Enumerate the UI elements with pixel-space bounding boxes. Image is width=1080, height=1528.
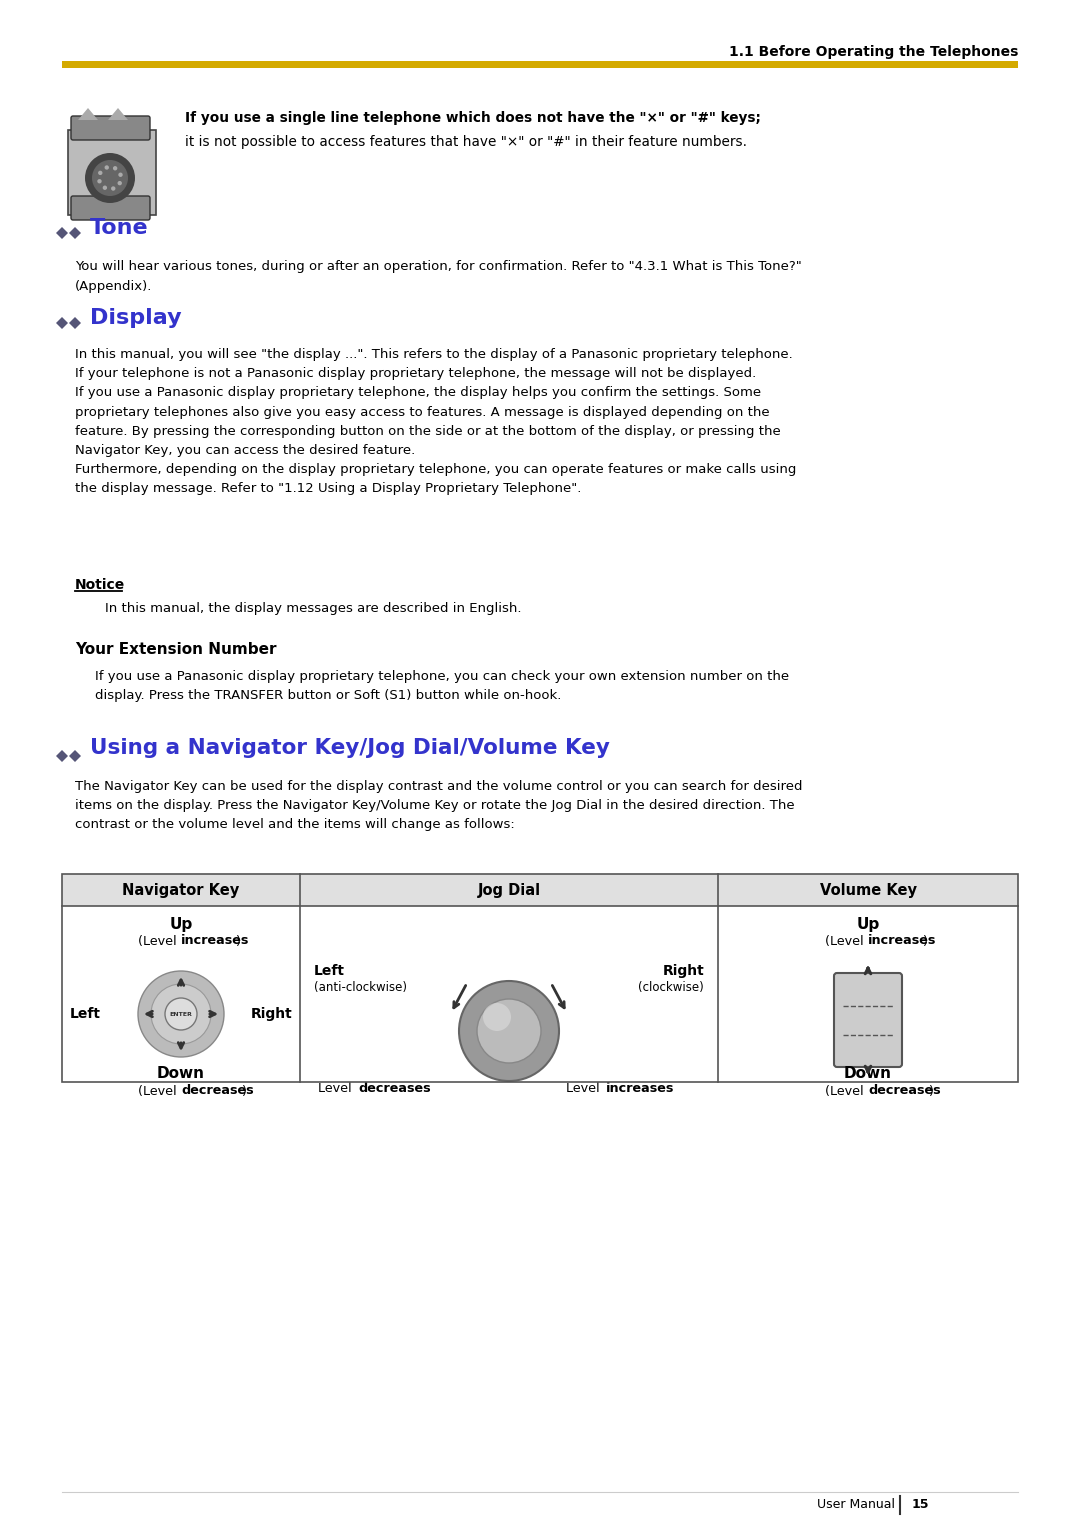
- Polygon shape: [56, 750, 68, 762]
- Text: In this manual, you will see "the display ...". This refers to the display of a : In this manual, you will see "the displa…: [75, 348, 796, 495]
- Circle shape: [483, 1002, 511, 1031]
- Text: If you use a single line telephone which does not have the "×" or "#" keys;: If you use a single line telephone which…: [185, 112, 761, 125]
- Text: Display: Display: [90, 309, 181, 329]
- Text: ): ): [928, 1085, 933, 1097]
- Text: Left: Left: [314, 964, 345, 978]
- Circle shape: [118, 180, 122, 185]
- Text: Right: Right: [251, 1007, 292, 1021]
- Text: Your Extension Number: Your Extension Number: [75, 642, 276, 657]
- Circle shape: [105, 165, 109, 170]
- Bar: [62, 874, 1018, 1082]
- Polygon shape: [108, 108, 129, 121]
- Text: Right: Right: [662, 964, 704, 978]
- Text: Navigator Key: Navigator Key: [122, 883, 240, 897]
- Text: In this manual, the display messages are described in English.: In this manual, the display messages are…: [105, 602, 522, 614]
- Text: Notice: Notice: [75, 578, 125, 591]
- Circle shape: [92, 160, 129, 196]
- Text: increases: increases: [181, 935, 249, 947]
- Text: decreases: decreases: [181, 1085, 254, 1097]
- Circle shape: [85, 153, 135, 203]
- Circle shape: [165, 998, 197, 1030]
- Bar: [68, 130, 156, 215]
- Text: (Appendix).: (Appendix).: [75, 280, 152, 293]
- Text: User Manual: User Manual: [816, 1497, 895, 1511]
- Text: You will hear various tones, during or after an operation, for confirmation. Ref: You will hear various tones, during or a…: [75, 260, 801, 274]
- Polygon shape: [56, 316, 68, 329]
- Text: Jog Dial: Jog Dial: [477, 883, 541, 897]
- Text: 1.1 Before Operating the Telephones: 1.1 Before Operating the Telephones: [729, 44, 1018, 60]
- Text: Level: Level: [566, 1082, 604, 1096]
- Circle shape: [98, 171, 103, 176]
- Bar: [62, 61, 1018, 69]
- Bar: [62, 874, 1018, 906]
- FancyBboxPatch shape: [834, 973, 902, 1067]
- Text: Using a Navigator Key/Jog Dial/Volume Key: Using a Navigator Key/Jog Dial/Volume Ke…: [90, 738, 610, 758]
- Circle shape: [138, 970, 224, 1057]
- Text: 15: 15: [912, 1497, 930, 1511]
- Text: (anti-clockwise): (anti-clockwise): [314, 981, 407, 995]
- Text: Up: Up: [856, 917, 879, 932]
- Text: If you use a Panasonic display proprietary telephone, you can check your own ext: If you use a Panasonic display proprieta…: [95, 669, 789, 703]
- Text: Tone: Tone: [90, 219, 149, 238]
- Text: ENTER: ENTER: [170, 1012, 192, 1016]
- Text: it is not possible to access features that have "×" or "#" in their feature numb: it is not possible to access features th…: [185, 134, 747, 150]
- Text: Volume Key: Volume Key: [820, 883, 917, 897]
- Polygon shape: [69, 750, 81, 762]
- Circle shape: [111, 186, 116, 191]
- Text: Left: Left: [70, 1007, 102, 1021]
- Text: Down: Down: [843, 1067, 892, 1082]
- Circle shape: [103, 185, 107, 189]
- Text: decreases: decreases: [868, 1085, 941, 1097]
- Text: increases: increases: [868, 935, 936, 947]
- Polygon shape: [69, 228, 81, 238]
- Text: ): ): [235, 935, 240, 947]
- Polygon shape: [69, 316, 81, 329]
- Circle shape: [477, 999, 541, 1063]
- FancyBboxPatch shape: [71, 116, 150, 141]
- Text: (clockwise): (clockwise): [638, 981, 704, 995]
- Text: Up: Up: [170, 917, 192, 932]
- Text: (Level: (Level: [138, 1085, 181, 1097]
- Polygon shape: [78, 108, 98, 121]
- Text: Down: Down: [157, 1067, 205, 1082]
- Circle shape: [119, 173, 123, 177]
- Text: ): ): [241, 1085, 246, 1097]
- Circle shape: [459, 981, 559, 1080]
- Text: decreases: decreases: [357, 1082, 431, 1096]
- Circle shape: [113, 167, 118, 171]
- Text: (Level: (Level: [825, 935, 868, 947]
- Text: increases: increases: [606, 1082, 674, 1096]
- Text: The Navigator Key can be used for the display contrast and the volume control or: The Navigator Key can be used for the di…: [75, 779, 802, 831]
- Text: (Level: (Level: [825, 1085, 868, 1097]
- Polygon shape: [56, 228, 68, 238]
- Circle shape: [151, 984, 211, 1044]
- Text: ): ): [922, 935, 927, 947]
- Circle shape: [97, 179, 102, 183]
- Text: Level: Level: [318, 1082, 355, 1096]
- FancyBboxPatch shape: [71, 196, 150, 220]
- Text: (Level: (Level: [138, 935, 181, 947]
